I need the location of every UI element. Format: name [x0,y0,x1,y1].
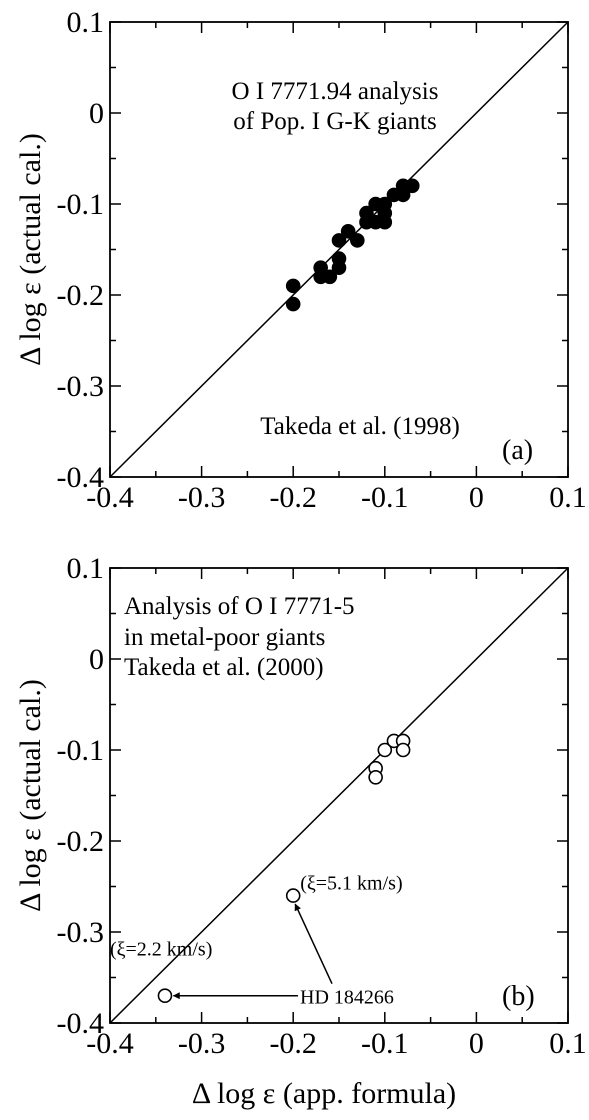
panel-b-y-axis-title: Δ log ε (actual cal.) [14,679,47,912]
panel-b-data-point [285,888,301,903]
panel-a-x-tick-label: 0.1 [549,481,587,514]
panel-a-x-tick-label: -0.3 [178,481,226,514]
panel-a-data-point [285,296,301,312]
panel-b-data-point [157,988,173,1004]
panel-a-data-point [285,278,301,294]
panel-b-annotation-line1: Analysis of O I 7771-5 [124,593,355,620]
panel-a-citation: Takeda et al. (1998) [260,413,460,440]
panel-b-annotation-line2: in metal-poor giants [124,624,325,651]
panel-a-data-point [322,269,338,285]
panel-a-y-tick-label: -0.3 [57,370,105,403]
panel-b-y-tick-label: -0.3 [57,916,105,949]
panel-a-data-point [377,196,393,212]
panel-a-data-point [395,187,411,203]
panel-a-data-point [377,214,393,230]
panel-a-x-tick-label: -0.4 [86,481,134,514]
star-note-xi-2-2: (ξ=2.2 km/s) [110,939,212,961]
panel-b-citation: Takeda et al. (2000) [124,654,324,681]
panel-b-y-tick-label: -0.1 [57,734,105,767]
panel-b-x-tick-label: 0 [469,1027,484,1060]
panel-a-y-tick-label: 0.1 [67,6,105,39]
panel-b-x-tick-label: -0.4 [86,1027,134,1060]
panel-b-x-tick-label: -0.2 [269,1027,317,1060]
panel-a-data-point [331,233,347,248]
panel-b-y-tick-label: -0.4 [57,1007,105,1040]
star-note-xi-5-1: (ξ=5.1 km/s) [300,873,402,895]
panel-b-label: (b) [502,981,535,1012]
panel-b-x-tick-label: 0.1 [549,1027,587,1060]
panel-a-annotation-line1: O I 7771.94 analysis [232,78,439,105]
panel-a-y-tick-label: 0 [89,97,104,130]
panel-a-x-tick-label: -0.2 [269,481,317,514]
panel-a-y-tick-label: -0.4 [57,461,105,494]
panel-b-data-point [377,742,393,758]
panel-a-y-axis-title: Δ log ε (actual cal.) [14,133,47,366]
panel-a-y-tick-label: -0.2 [57,279,105,312]
panel-b-reference-line [109,567,569,1024]
star-label: HD 184266 [300,987,394,1009]
panel-b-x-tick-label: -0.1 [361,1027,409,1060]
panel-b-y-tick-label: 0.1 [67,552,105,585]
panel-b-data-point [395,742,411,758]
panel-b-y-tick-label: 0 [89,643,104,676]
panel-a-data-point [331,260,347,276]
panel-b-x-tick-label: -0.3 [178,1027,226,1060]
panel-a-data-point [404,178,420,194]
panel-a-y-tick-label: -0.1 [57,188,105,221]
panel-a-label: (a) [502,435,533,466]
panel-b-data-point [368,769,383,785]
panel-a-annotation-line2: of Pop. I G-K giants [233,108,436,135]
panel-a-reference-line [109,21,569,478]
panel-a-data-point [350,233,365,248]
panel-b-y-tick-label: -0.2 [57,825,105,858]
panel-a-x-tick-label: 0 [469,481,484,514]
panel-a-data-point [340,224,356,239]
panel-a-x-tick-label: -0.1 [361,481,409,514]
star-arrow-upper [294,903,333,985]
panel-b-x-axis-title: Δ log ε (app. formula) [192,1077,456,1110]
